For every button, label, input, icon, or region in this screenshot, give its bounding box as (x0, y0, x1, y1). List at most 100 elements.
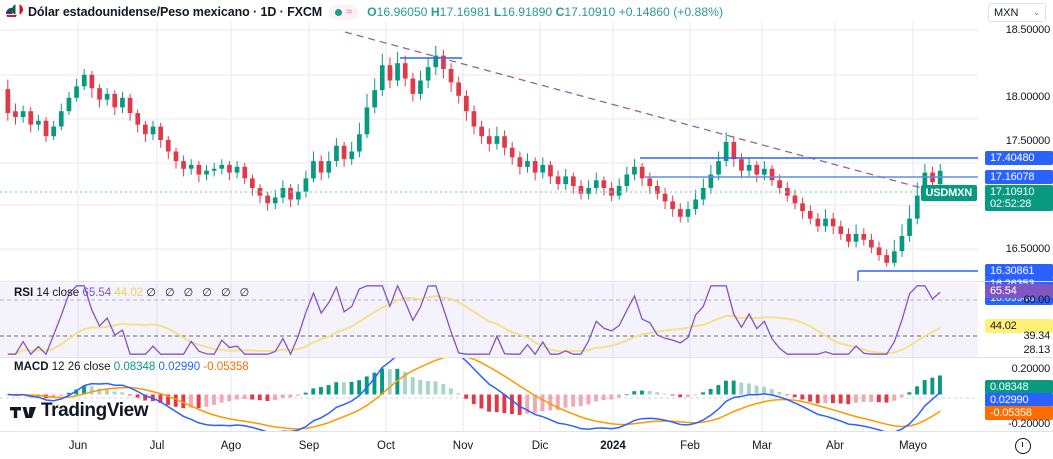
macd-histogram-bar (341, 382, 346, 395)
price-axis-price-badge: 16.30861 (985, 264, 1053, 278)
candle-body (295, 191, 301, 200)
candle-body (502, 136, 507, 148)
macd-histogram-bar (510, 394, 514, 414)
high-value: 17.16981 (439, 5, 491, 19)
time-axis-label: Jul (149, 440, 165, 452)
macd-histogram-bar (731, 380, 736, 395)
macd-histogram-bar (823, 394, 828, 403)
macd-histogram-bar (655, 392, 660, 395)
price-axis[interactable]: 18.50000 18.00000 17.50000 17.40480 17.16078… (978, 22, 1053, 305)
macd-histogram-bar (624, 394, 629, 396)
macd-axis-tick-label: -0.20000 (1008, 418, 1050, 430)
macd-histogram-bar (899, 394, 904, 398)
candle-body (234, 166, 240, 173)
candle-body (693, 199, 698, 210)
macd-histogram-bar (319, 387, 323, 395)
macd-histogram-bar (701, 392, 705, 395)
candle-body (395, 63, 400, 81)
candle-body (318, 161, 324, 173)
macd-histogram-bar (334, 382, 339, 395)
macd-histogram-bar (357, 380, 362, 395)
macd-histogram-bar (89, 386, 94, 395)
candle-body (869, 239, 874, 248)
candle-body (532, 161, 538, 173)
candle-body (441, 55, 446, 69)
macd-legend[interactable]: MACD 12 26 close 0.08348 0.02990 -0.0535… (14, 361, 249, 373)
candle-body (120, 97, 125, 108)
macd-axis[interactable]: 0.20000 0.08348 0.02990 -0.05358 -0.20000 (978, 358, 1053, 431)
macd-histogram-bar (571, 394, 576, 407)
candle-body (341, 145, 347, 160)
currency-selector-value: MXN (994, 6, 1019, 19)
macd-histogram-bar (204, 394, 209, 407)
price-axis-price-badge: 17.40480 (985, 151, 1053, 165)
rsi-moving-average-line (7, 295, 941, 356)
macd-histogram-bar (311, 388, 316, 395)
candle-body (242, 166, 248, 179)
symbol-title[interactable]: Dólar estadounidense/Peso mexicano · 1D … (28, 5, 323, 19)
macd-histogram-bar (143, 394, 148, 401)
time-axis-label: Sep (298, 440, 320, 452)
market-status-pill[interactable]: ≈ (329, 4, 359, 20)
macd-histogram-bar (640, 390, 644, 395)
clock-icon[interactable] (1015, 438, 1031, 454)
candle-body (853, 234, 859, 242)
candle-body (762, 168, 767, 175)
candle-body (334, 145, 339, 161)
time-axis[interactable]: Jun Jul Ago Sep Oct Nov Dic 2024 Feb Mar Abr Mayo (0, 431, 1053, 459)
macd-histogram-bar (296, 394, 300, 396)
macd-histogram-bar (907, 392, 912, 395)
macd-histogram-bar (242, 394, 247, 400)
rsi-pane[interactable]: RSI 14 close 65.54 44.02 ∅ ∅ ∅ ∅ ∅ ∅ (0, 283, 978, 357)
macd-histogram-bar (487, 394, 491, 412)
rsi-legend[interactable]: RSI 14 close 65.54 44.02 ∅ ∅ ∅ ∅ ∅ ∅ (14, 286, 252, 299)
candle-body (509, 147, 515, 158)
candle-body (578, 186, 584, 194)
price-axis-tick-label: 18.50000 (1005, 24, 1050, 36)
macd-histogram-bar (555, 394, 560, 410)
price-pane[interactable]: USDMXN (0, 22, 978, 281)
macd-histogram-bar (387, 369, 392, 395)
candle-body (639, 166, 645, 179)
candle-body (723, 141, 729, 162)
macd-histogram-bar (403, 371, 407, 395)
macd-histogram-bar (594, 394, 598, 402)
currency-selector[interactable]: MXN ⌄ (988, 3, 1046, 22)
candle-body (349, 151, 355, 160)
candle-body (746, 164, 752, 171)
macd-histogram-bar (685, 394, 690, 397)
macd-histogram-bar (82, 386, 86, 395)
macd-histogram-bar (250, 394, 255, 400)
macd-histogram-bar (884, 394, 889, 403)
macd-histogram-bar (808, 394, 812, 402)
grid-vertical (77, 22, 914, 281)
macd-histogram-bar (456, 393, 461, 395)
macd-histogram-bar (257, 394, 262, 401)
macd-pane[interactable]: MACD 12 26 close 0.08348 0.02990 -0.0535… (0, 358, 978, 431)
macd-histogram-bar (66, 392, 71, 395)
candle-body (861, 234, 867, 240)
rsi-axis[interactable]: 65.54 60.00 44.02 39.34 28.13 (978, 283, 1053, 357)
rsi-axis-price-badge: 65.54 (985, 284, 1053, 298)
candle-body (792, 195, 798, 204)
candle-body (204, 170, 209, 175)
candle-body (5, 89, 11, 114)
macd-histogram-bar (112, 391, 117, 395)
candle-body (517, 157, 523, 167)
time-axis-label: Nov (452, 440, 474, 452)
candle-body (74, 86, 79, 98)
macd-signal-line (7, 358, 941, 430)
candle-body (196, 164, 202, 175)
price-chart-svg (0, 22, 978, 281)
candle-body (471, 111, 477, 127)
candle-body (769, 168, 775, 181)
candle-body (418, 80, 423, 94)
candle-body (716, 161, 721, 175)
candle-body (357, 134, 362, 152)
time-axis-label: Feb (680, 440, 700, 452)
macd-legend-macd-value: 0.08348 (113, 361, 156, 373)
candle-body (372, 90, 377, 108)
candle-body (379, 65, 385, 91)
candle-body (97, 88, 102, 100)
time-axis-label: Mar (752, 440, 772, 452)
